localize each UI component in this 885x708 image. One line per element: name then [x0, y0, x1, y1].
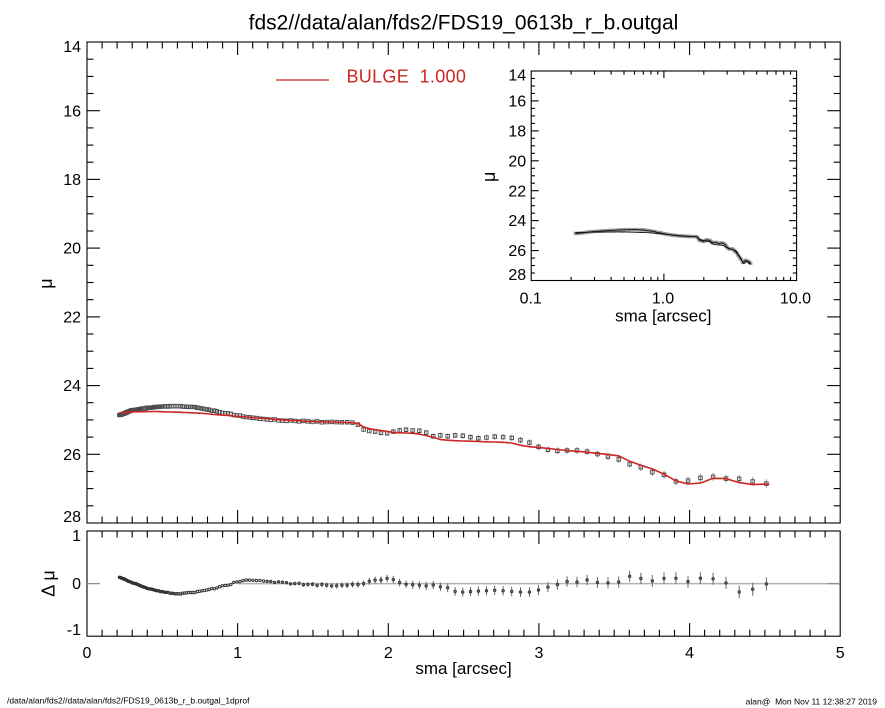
svg-text:20: 20	[63, 241, 81, 258]
svg-text:0: 0	[72, 576, 81, 593]
svg-text:fds2//data/alan/fds2/FDS19_061: fds2//data/alan/fds2/FDS19_0613b_r_b.out…	[249, 12, 679, 35]
svg-text:14: 14	[63, 39, 81, 56]
svg-text:28: 28	[508, 267, 526, 284]
svg-text:1: 1	[233, 645, 242, 662]
svg-text:BULGE 1.000: BULGE 1.000	[347, 67, 467, 87]
svg-text:-1: -1	[67, 622, 81, 639]
svg-text:0: 0	[83, 645, 92, 662]
svg-text:0.1: 0.1	[520, 291, 542, 308]
svg-text:1: 1	[72, 528, 81, 545]
svg-text:24: 24	[63, 378, 81, 395]
svg-text:20: 20	[508, 153, 526, 170]
svg-text:26: 26	[508, 243, 526, 260]
svg-text:26: 26	[63, 447, 81, 464]
svg-text:/data/alan/fds2//data/alan/fds: /data/alan/fds2//data/alan/fds2/FDS19_06…	[7, 696, 250, 706]
svg-text:μ: μ	[36, 278, 56, 288]
svg-text:2: 2	[384, 645, 393, 662]
svg-text:alan@ Mon Nov 11 12:38:27 201: alan@ Mon Nov 11 12:38:27 2019	[746, 697, 878, 707]
svg-text:16: 16	[508, 94, 526, 111]
svg-text:18: 18	[63, 172, 81, 189]
svg-text:sma [arcsec]: sma [arcsec]	[415, 659, 511, 678]
svg-text:1.0: 1.0	[652, 291, 674, 308]
svg-text:5: 5	[836, 645, 845, 662]
svg-text:14: 14	[508, 68, 526, 85]
svg-text:sma [arcsec]: sma [arcsec]	[615, 307, 711, 326]
svg-text:10.0: 10.0	[780, 291, 811, 308]
svg-text:3: 3	[534, 645, 543, 662]
svg-text:4: 4	[685, 645, 694, 662]
svg-text:18: 18	[508, 124, 526, 141]
svg-text:22: 22	[63, 310, 81, 327]
svg-text:μ: μ	[479, 172, 499, 182]
svg-text:28: 28	[63, 509, 81, 526]
svg-text:Δ μ: Δ μ	[39, 570, 59, 596]
svg-text:24: 24	[508, 213, 526, 230]
svg-text:16: 16	[63, 103, 81, 120]
svg-text:22: 22	[508, 183, 526, 200]
